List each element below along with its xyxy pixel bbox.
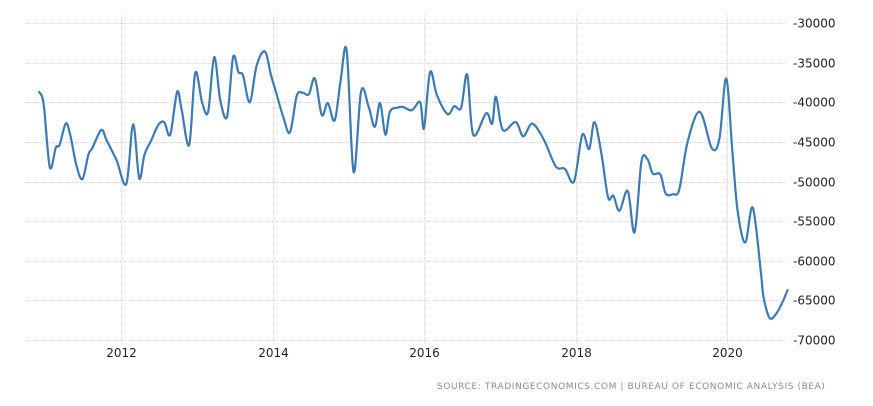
y-tick-label: -45000: [793, 136, 836, 150]
y-axis-tick-labels: -30000 -35000 -40000 -45000 -50000 -55000 -600…: [793, 17, 836, 348]
x-tick-label: 2014: [258, 346, 289, 360]
x-tick-label: 2016: [409, 346, 440, 360]
y-tick-label: -55000: [793, 215, 836, 229]
data-line: [38, 45, 789, 320]
y-tick-label: -60000: [793, 255, 836, 269]
y-tick-label: -35000: [793, 57, 836, 71]
x-tick-label: 2012: [106, 346, 137, 360]
y-tick-label: -65000: [793, 294, 836, 308]
horizontal-gridlines: [26, 23, 786, 341]
y-tick-label: -70000: [793, 334, 836, 348]
x-tick-label: 2018: [561, 346, 592, 360]
source-caption: SOURCE: TRADINGECONOMICS.COM | BUREAU OF…: [437, 382, 826, 392]
y-tick-label: -30000: [793, 17, 836, 31]
x-tick-label: 2020: [712, 346, 743, 360]
y-tick-label: -50000: [793, 176, 836, 190]
y-tick-label: -40000: [793, 96, 836, 110]
x-axis-tick-labels: 2012 2014 2016 2018 2020: [106, 346, 743, 360]
